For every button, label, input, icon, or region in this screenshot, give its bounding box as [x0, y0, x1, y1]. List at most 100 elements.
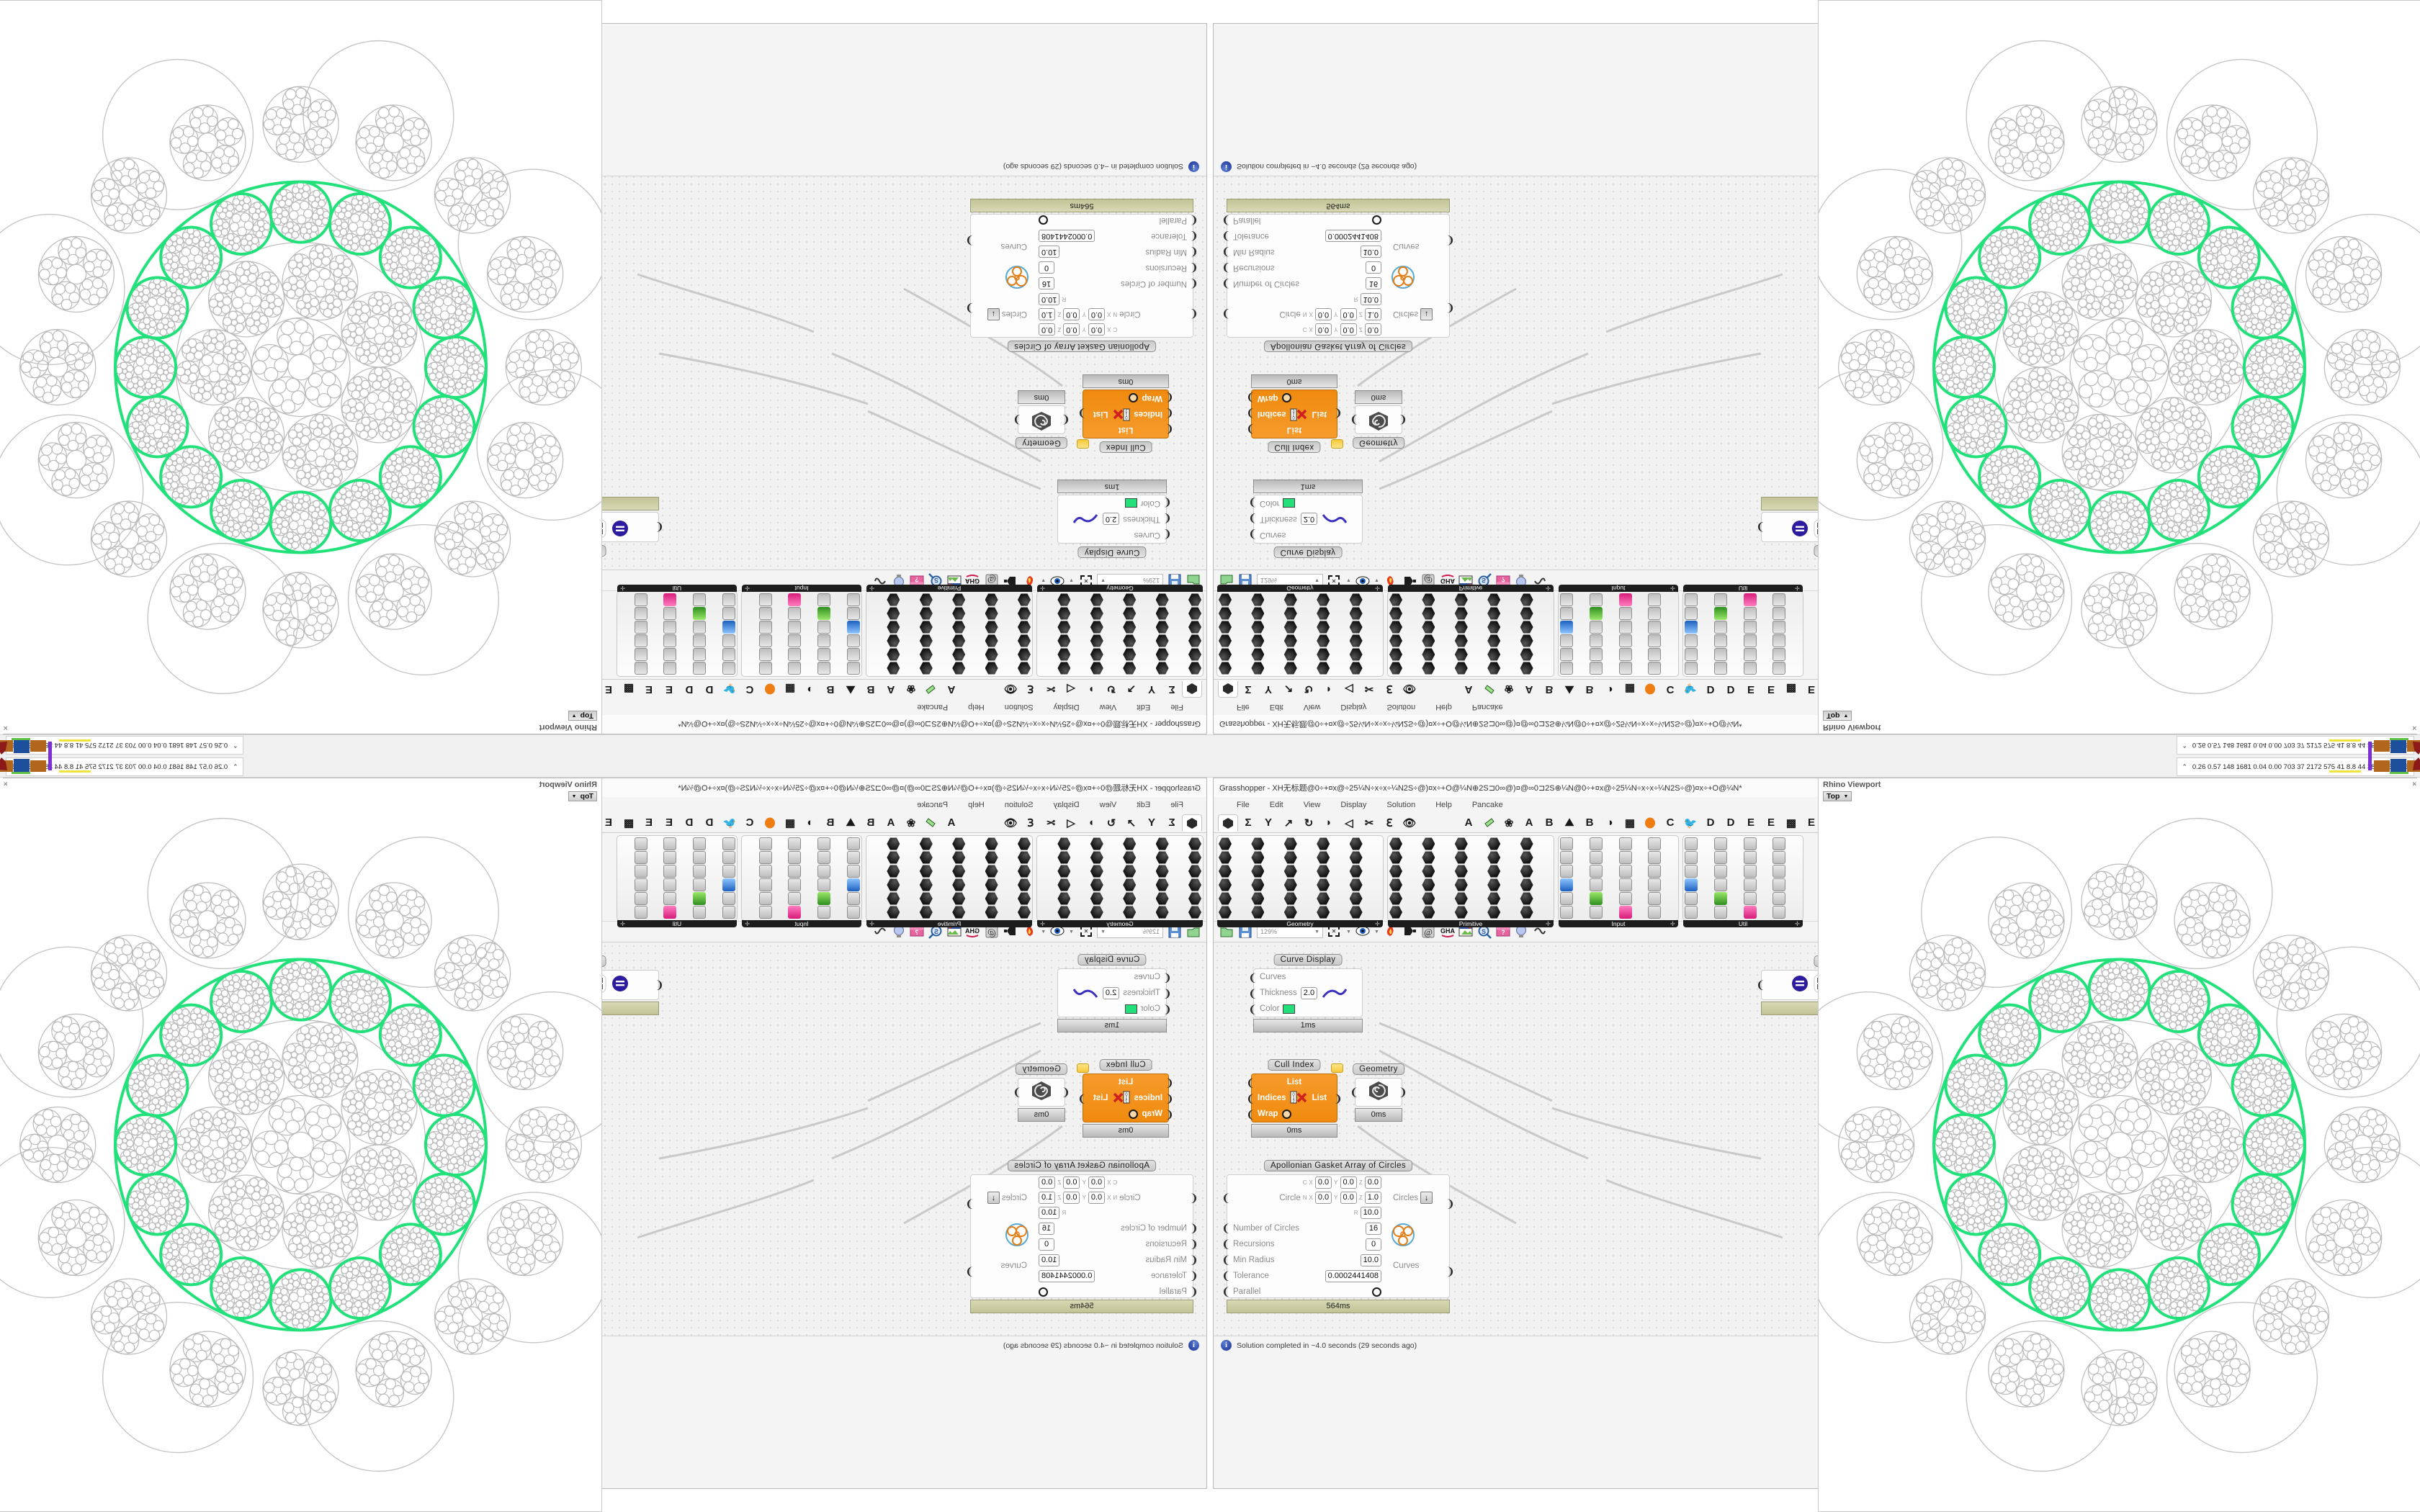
ribbon-component-icon[interactable] — [1455, 607, 1468, 620]
ribbon-component-icon[interactable] — [1219, 865, 1232, 878]
input-port[interactable]: ❨ — [1248, 496, 1258, 508]
tab-plugin-i-icon[interactable]: E — [1767, 683, 1775, 696]
ribbon-component-icon[interactable] — [1455, 662, 1468, 675]
chevron-down-icon[interactable]: ▼ — [1101, 577, 1106, 583]
row-circle-r[interactable]: R 10.0 — [1033, 1205, 1193, 1220]
ribbon-component-icon[interactable] — [1018, 837, 1031, 850]
viewport-close-icon[interactable]: ✕ — [3, 724, 9, 732]
ribbon-component-icon[interactable] — [1317, 837, 1330, 850]
ribbon-component-icon[interactable] — [1284, 634, 1297, 647]
tab-plugin-h-icon[interactable]: E — [666, 816, 673, 829]
ribbon-component-icon[interactable] — [1455, 634, 1468, 647]
node-geometry-body[interactable]: ❨ ❩ — [1013, 1078, 1070, 1107]
row-circle-n[interactable]: Circle N X 0.0 Y 0.0 Z 1.0 — [1033, 307, 1193, 322]
input-port[interactable]: ❨ — [1222, 277, 1231, 289]
ribbon-component-icon[interactable] — [1350, 593, 1363, 606]
ribbon-component-icon[interactable] — [1057, 906, 1070, 919]
ribbon-panel-primitive[interactable]: Primitive ✛ — [866, 585, 1033, 677]
node-cull-index[interactable]: Cull Index ❨ ❨ ❨ ❩ List Indices — [1246, 1059, 1343, 1138]
tab-plugin-grid-icon[interactable]: ▦ — [1624, 816, 1636, 829]
ribbon-component-icon[interactable] — [952, 593, 965, 606]
ribbon-component-icon[interactable] — [817, 607, 831, 620]
ribbon-component-icon[interactable] — [847, 851, 860, 864]
ribbon-component-icon[interactable] — [817, 837, 831, 850]
ribbon-component-icon[interactable] — [985, 607, 998, 620]
ribbon-component-icon[interactable] — [817, 648, 831, 661]
ribbon-component-icon[interactable] — [952, 621, 965, 634]
ribbon-component-icon[interactable] — [1520, 851, 1533, 864]
ribbon-component-icon[interactable] — [1773, 892, 1786, 905]
ribbon-component-icon[interactable] — [1589, 837, 1603, 850]
bake-flame-icon[interactable] — [1384, 573, 1398, 588]
tab-plugin-d-icon[interactable]: B — [1585, 683, 1594, 696]
ribbon-component-icon[interactable] — [1648, 837, 1662, 850]
ribbon-component-icon[interactable] — [788, 634, 802, 647]
tab-params-icon[interactable] — [1182, 814, 1202, 832]
search-icon[interactable]: S — [928, 573, 943, 588]
ribbon-component-icon[interactable] — [1156, 634, 1169, 647]
ribbon-component-icon[interactable] — [1350, 662, 1363, 675]
ribbon-component-icon[interactable] — [1018, 634, 1031, 647]
tab-plugin-c-icon[interactable]: B — [1545, 816, 1554, 829]
ribbon-component-icon[interactable] — [985, 837, 998, 850]
row-wrap[interactable]: Wrap — [1083, 390, 1168, 406]
ribbon-component-icon[interactable] — [887, 851, 900, 864]
row-wrap[interactable]: Wrap — [1252, 390, 1337, 406]
wrap-toggle[interactable] — [1129, 393, 1139, 403]
menu-solution[interactable]: Solution — [1386, 801, 1416, 809]
row-number-of-circles[interactable]: Number of Circles 16 — [1033, 276, 1193, 292]
tab-plugin-flower-icon[interactable]: ❀ — [1504, 683, 1514, 696]
ribbon-component-icon[interactable] — [1188, 648, 1201, 661]
tab-maths-icon[interactable]: Σ — [1245, 816, 1252, 829]
ribbon-component-icon[interactable] — [1520, 648, 1533, 661]
ribbon-component-icon[interactable] — [1090, 607, 1103, 620]
tab-plugin-e-icon[interactable]: C — [745, 816, 754, 829]
ribbon-component-icon[interactable] — [1743, 906, 1757, 919]
ribbon-component-icon[interactable] — [1743, 851, 1757, 864]
output-port[interactable]: ❩ — [1398, 1087, 1407, 1099]
ribbon-component-icon[interactable] — [1455, 621, 1468, 634]
idea-bulb-icon[interactable] — [1515, 573, 1529, 588]
node-cull-index[interactable]: Cull Index ❨ ❨ ❨ ❩ List Indices — [1246, 374, 1343, 453]
tab-plugin-a-icon[interactable]: A — [1464, 816, 1473, 829]
row-thickness[interactable]: Thickness 2.0 — [1254, 511, 1362, 527]
output-port[interactable]: ❩ — [1398, 413, 1407, 425]
ribbon-component-icon[interactable] — [1618, 621, 1632, 634]
row-recursions[interactable]: Recursions 0 — [1227, 1236, 1387, 1252]
ribbon-component-icon[interactable] — [920, 878, 933, 891]
node-geometry[interactable]: Geometry ❨ ❩ 0ms — [1013, 1063, 1070, 1122]
ribbon-component-icon[interactable] — [1422, 607, 1435, 620]
row-parallel[interactable]: Parallel — [1033, 212, 1193, 228]
tab-display-icon[interactable]: 👁 — [1003, 683, 1018, 696]
ribbon-component-icon[interactable] — [1350, 648, 1363, 661]
number-of-circles-value[interactable]: 16 — [1039, 277, 1054, 290]
cx-value[interactable]: 0.0 — [1088, 323, 1106, 336]
input-port[interactable]: ❨ — [1189, 1255, 1198, 1266]
ribbon-component-icon[interactable] — [1317, 892, 1330, 905]
ribbon-component-icon[interactable] — [1283, 892, 1297, 905]
ribbon-component-icon[interactable] — [817, 906, 831, 919]
input-port[interactable]: ❨ — [1248, 989, 1258, 1000]
node-curve-display[interactable]: Curve Display ❨ ❨ ❨ Curves Thickness 2.0 — [1057, 954, 1172, 1032]
ribbon-component-icon[interactable] — [663, 634, 677, 647]
warning-bubble-icon[interactable] — [1077, 439, 1089, 449]
ribbon-component-icon[interactable] — [1156, 892, 1169, 905]
ribbon-component-icon[interactable] — [693, 648, 707, 661]
row-min-radius[interactable]: Min Radius 10.0 — [1227, 1252, 1387, 1268]
ribbon-component-icon[interactable] — [758, 906, 772, 919]
open-file-icon[interactable] — [1186, 924, 1201, 939]
save-file-icon[interactable] — [1238, 924, 1252, 939]
tab-plugin-mount-icon[interactable]: ⛰ — [846, 683, 856, 696]
parallel-toggle[interactable] — [1039, 1287, 1048, 1297]
ribbon-component-icon[interactable] — [1560, 906, 1573, 919]
tab-plugin-flower-icon[interactable]: ❀ — [906, 816, 916, 829]
ribbon-component-icon[interactable] — [1713, 851, 1727, 864]
ribbon-component-icon[interactable] — [1520, 593, 1533, 606]
ribbon-component-icon[interactable] — [847, 837, 860, 850]
ribbon-component-icon[interactable] — [722, 648, 735, 661]
ribbon-category-tabs[interactable]: Σ Υ ↗ ↻ ◗ ◁ ✂ ℇ 👁 A ❀ A B — [4, 679, 1206, 699]
input-port[interactable]: ❨ — [1248, 512, 1258, 523]
nx-value[interactable]: 0.0 — [1088, 308, 1106, 320]
nz-value[interactable]: 1.0 — [1364, 1192, 1381, 1204]
